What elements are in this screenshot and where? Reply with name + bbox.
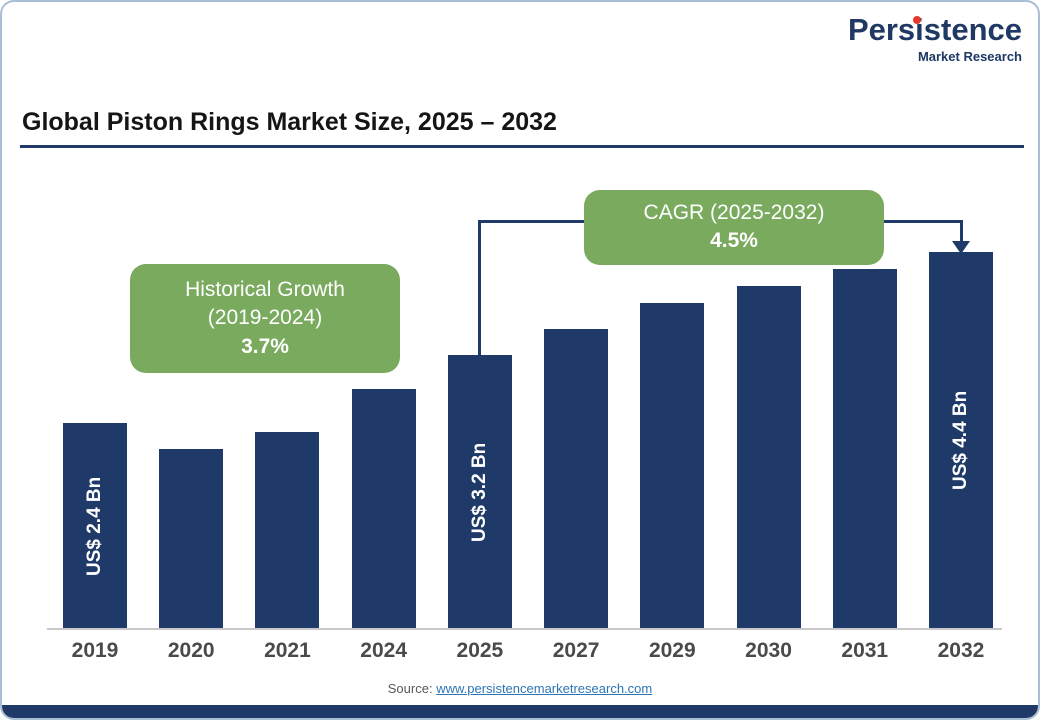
bar-2032: US$ 4.4 Bn [928, 252, 993, 629]
source-line: Source: www.persistencemarketresearch.co… [2, 681, 1038, 696]
bar-2031 [832, 269, 897, 629]
source-link[interactable]: www.persistencemarketresearch.com [436, 681, 653, 696]
bar-2029 [640, 303, 705, 629]
arrow-down-icon [952, 241, 970, 254]
bar-2024 [351, 389, 416, 629]
x-axis-label-2029: 2029 [648, 638, 696, 662]
cagr-value: 4.5% [710, 229, 758, 253]
x-axis-label-2030: 2030 [745, 638, 792, 662]
bar-2021 [255, 432, 320, 629]
historical-growth-line1: Historical Growth [185, 278, 345, 301]
cagr-callout: CAGR (2025-2032) 4.5% [584, 190, 884, 265]
chart-column-2024: 2024 [351, 252, 416, 672]
cagr-label: CAGR (2025-2032) [643, 201, 825, 224]
logo: Persistence Market Research [847, 12, 1022, 64]
chart-column-2019: US$ 2.4 Bn 2019 [63, 252, 127, 672]
chart-column-2030: 2030 [736, 252, 801, 672]
x-axis-label-2031: 2031 [841, 638, 889, 662]
chart-column-2027: 2027 [544, 252, 609, 672]
bar-2025: US$ 3.2 Bn [447, 355, 512, 629]
chart-column-2029: 2029 [640, 252, 705, 672]
bottom-accent-bar [2, 705, 1038, 718]
bar-2019: US$ 2.4 Bn [63, 423, 127, 629]
historical-growth-callout: Historical Growth (2019-2024) 3.7% [130, 264, 400, 374]
x-axis-label-2027: 2027 [552, 638, 600, 662]
historical-growth-value: 3.7% [241, 334, 289, 358]
chart-column-2020: 2020 [159, 252, 224, 672]
page-title: Global Piston Rings Market Size, 2025 – … [22, 108, 557, 136]
bar-2020 [159, 449, 224, 629]
x-axis-label-2019: 2019 [71, 638, 119, 662]
chart-column-2025: US$ 3.2 Bn 2025 [447, 252, 512, 672]
x-axis-line [47, 628, 1002, 630]
x-axis-label-2025: 2025 [456, 638, 504, 662]
brand-text: Persistence [847, 12, 1022, 47]
bar-2027 [544, 329, 609, 629]
chart-column-2021: 2021 [255, 252, 320, 672]
title-underline [20, 145, 1024, 148]
bar-2030 [736, 286, 801, 629]
historical-growth-line2: (2019-2024) [207, 306, 323, 330]
chart-column-2031: 2031 [832, 252, 897, 672]
cagr-bracket-left-line [478, 220, 481, 355]
x-axis-label-2020: 2020 [167, 638, 215, 662]
x-axis-label-2032: 2032 [937, 638, 985, 662]
brand-tagline: Market Research [917, 48, 1022, 64]
x-axis-label-2024: 2024 [360, 638, 408, 662]
brand-red-dot-icon [912, 16, 921, 24]
bar-value-label-2025: US$ 3.2 Bn [468, 442, 490, 542]
x-axis-label-2021: 2021 [264, 638, 311, 662]
bar-value-label-2032: US$ 4.4 Bn [949, 390, 971, 491]
bar-chart: US$ 2.4 Bn 2019 2020 2021 2024 US$ 3.2 Bn 2025… [47, 252, 1002, 672]
bar-value-label-2019: US$ 2.4 Bn [84, 476, 105, 576]
brand-name: Persistence [847, 12, 1022, 47]
source-label: Source: [387, 681, 433, 696]
chart-column-2032: US$ 4.4 Bn 2032 [928, 252, 993, 672]
cagr-bracket-right-line [960, 220, 963, 242]
